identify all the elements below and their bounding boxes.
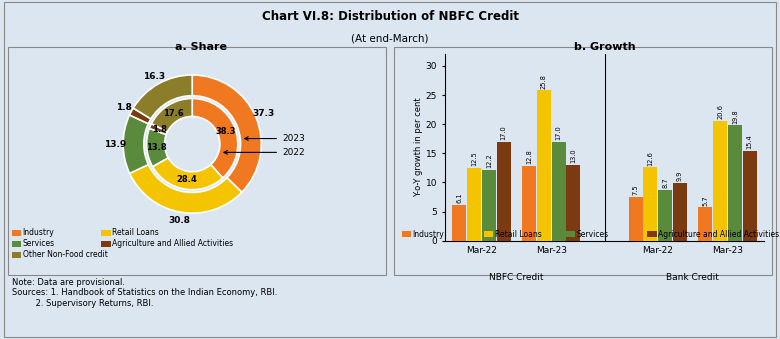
Bar xyxy=(537,91,551,241)
Title: a. Share: a. Share xyxy=(175,42,227,52)
Text: Note: Data are provisional.
Sources: 1. Handbook of Statistics on the Indian Eco: Note: Data are provisional. Sources: 1. … xyxy=(12,278,277,308)
Text: 12.5: 12.5 xyxy=(471,151,477,166)
Bar xyxy=(522,166,536,241)
Bar xyxy=(629,197,643,241)
Wedge shape xyxy=(150,124,168,135)
Text: Services: Services xyxy=(23,239,55,248)
Text: NBFC Credit: NBFC Credit xyxy=(489,273,544,282)
Bar xyxy=(658,190,672,241)
Wedge shape xyxy=(151,98,192,132)
Text: 19.8: 19.8 xyxy=(732,109,738,124)
Text: 8.7: 8.7 xyxy=(662,178,668,188)
Text: 13.0: 13.0 xyxy=(570,148,576,163)
Bar xyxy=(698,207,712,241)
Text: 7.5: 7.5 xyxy=(633,185,639,195)
Text: 28.4: 28.4 xyxy=(176,175,197,184)
Wedge shape xyxy=(123,115,148,173)
Text: Chart VI.8: Distribution of NBFC Credit: Chart VI.8: Distribution of NBFC Credit xyxy=(261,10,519,23)
Text: 5.7: 5.7 xyxy=(702,195,708,206)
Wedge shape xyxy=(129,108,151,124)
Text: 25.8: 25.8 xyxy=(541,74,547,88)
Text: 9.9: 9.9 xyxy=(677,171,683,181)
Text: Agriculture and Allied Activities: Agriculture and Allied Activities xyxy=(112,239,233,248)
Wedge shape xyxy=(192,98,238,178)
Text: 15.4: 15.4 xyxy=(746,135,753,149)
Text: 12.2: 12.2 xyxy=(486,153,492,168)
Bar xyxy=(728,125,742,241)
Text: 17.6: 17.6 xyxy=(163,109,184,118)
Bar xyxy=(673,183,687,241)
Text: 12.8: 12.8 xyxy=(526,149,532,164)
Text: 30.8: 30.8 xyxy=(168,216,190,225)
Text: Agriculture and Allied Activities: Agriculture and Allied Activities xyxy=(658,230,779,239)
Text: 2022: 2022 xyxy=(224,148,305,157)
Text: Industry: Industry xyxy=(23,228,55,237)
Bar xyxy=(743,151,757,241)
Text: Industry: Industry xyxy=(413,230,445,239)
Bar xyxy=(713,121,727,241)
Text: 37.3: 37.3 xyxy=(253,109,275,118)
Text: 20.6: 20.6 xyxy=(717,104,723,119)
Bar xyxy=(497,142,511,241)
Wedge shape xyxy=(147,128,168,167)
Text: 13.8: 13.8 xyxy=(146,143,167,152)
Wedge shape xyxy=(129,164,242,213)
Y-axis label: Y-o-Y growth in per cent: Y-o-Y growth in per cent xyxy=(413,98,423,197)
Bar xyxy=(482,170,496,241)
Text: 13.9: 13.9 xyxy=(104,140,126,149)
Text: 17.0: 17.0 xyxy=(555,125,562,140)
Text: Retail Loans: Retail Loans xyxy=(495,230,541,239)
Text: 16.3: 16.3 xyxy=(144,72,165,81)
Text: 1.8: 1.8 xyxy=(116,103,132,112)
Bar xyxy=(566,165,580,241)
Text: 1.8: 1.8 xyxy=(152,125,167,134)
Wedge shape xyxy=(192,75,261,192)
Text: 2023: 2023 xyxy=(245,134,305,143)
Bar xyxy=(644,167,658,241)
Text: Retail Loans: Retail Loans xyxy=(112,228,159,237)
Text: (At end-March): (At end-March) xyxy=(351,34,429,44)
Bar xyxy=(467,168,481,241)
Text: 17.0: 17.0 xyxy=(501,125,507,140)
Title: b. Growth: b. Growth xyxy=(573,42,636,52)
Wedge shape xyxy=(133,75,192,119)
Bar xyxy=(452,205,466,241)
Text: Other Non-Food credit: Other Non-Food credit xyxy=(23,251,108,259)
Text: Bank Credit: Bank Credit xyxy=(666,273,719,282)
Text: Services: Services xyxy=(576,230,608,239)
Bar xyxy=(551,142,565,241)
Text: 12.6: 12.6 xyxy=(647,151,654,165)
Text: 38.3: 38.3 xyxy=(215,127,236,136)
Text: 6.1: 6.1 xyxy=(456,193,463,203)
Wedge shape xyxy=(153,158,223,190)
